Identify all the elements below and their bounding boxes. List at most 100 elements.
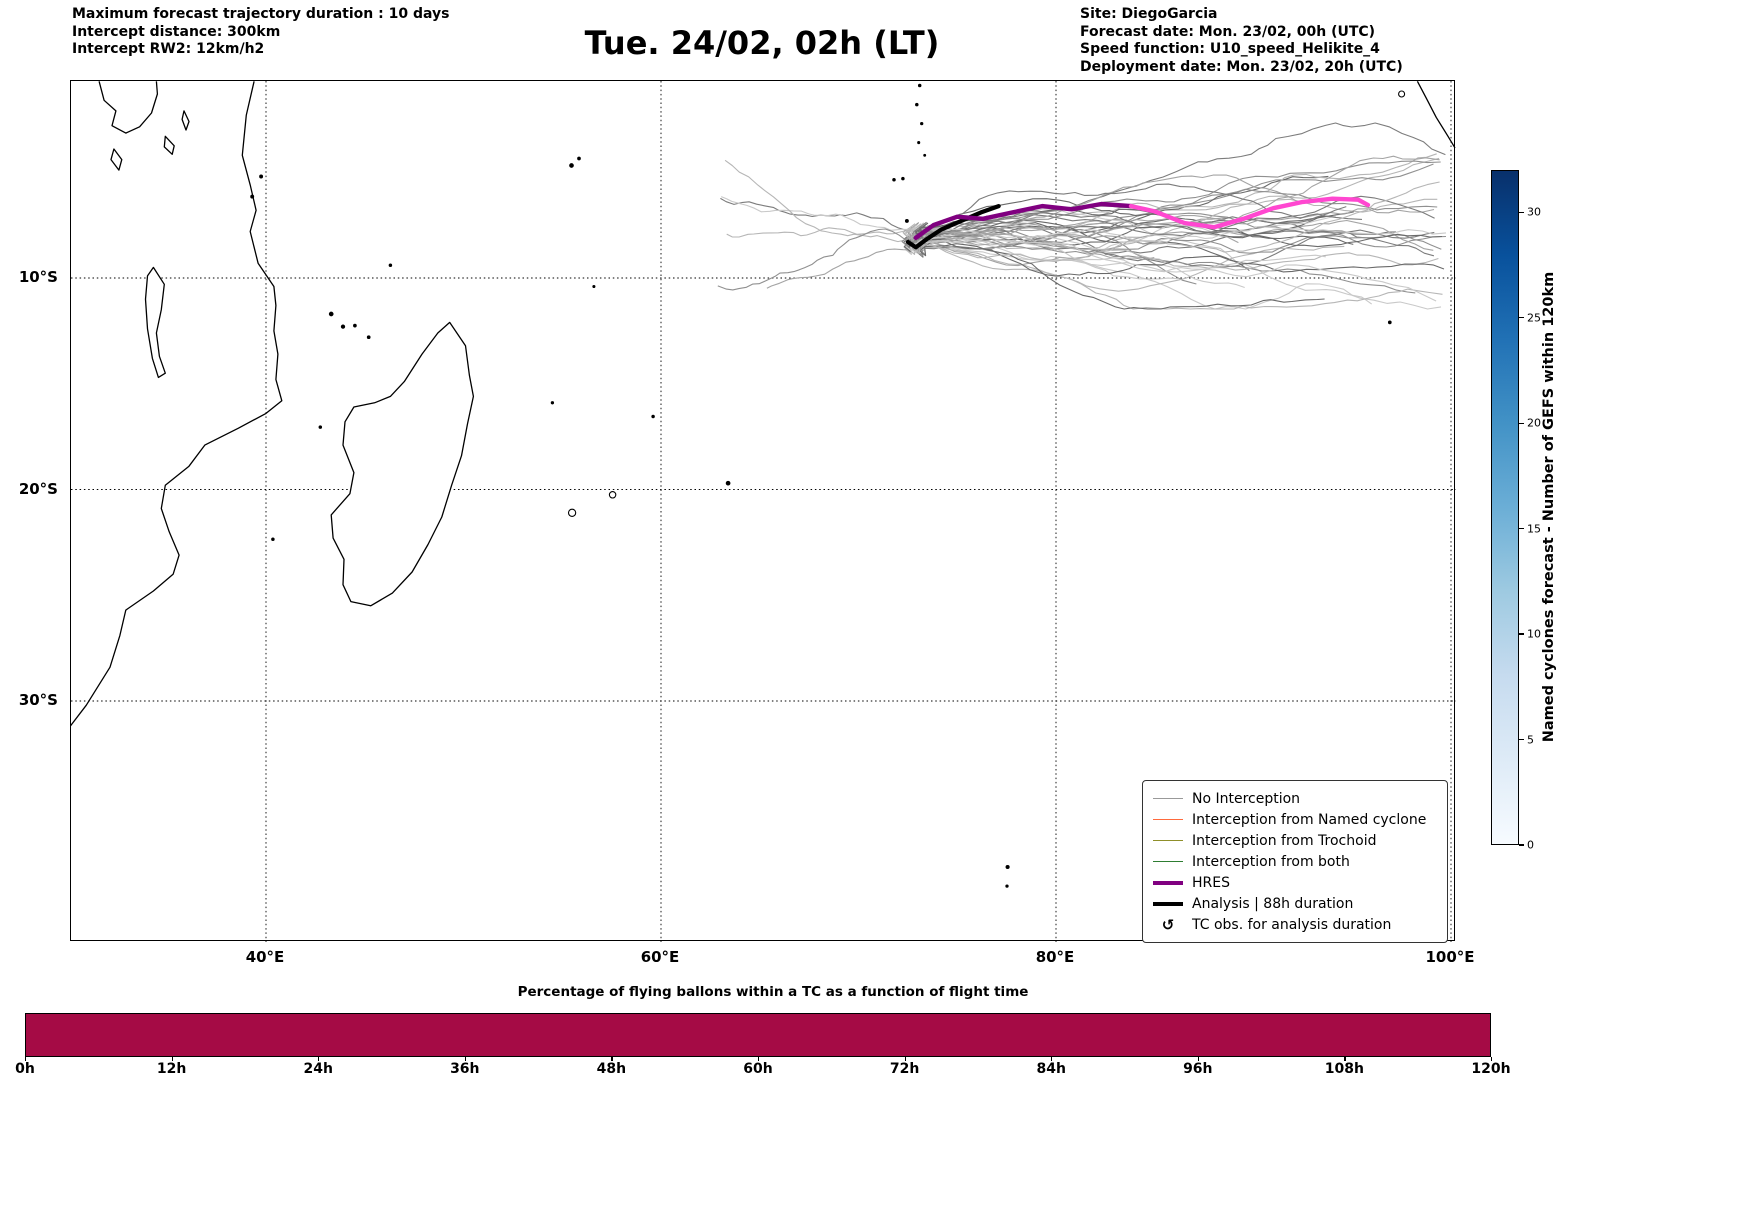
colorbar-tick	[1519, 738, 1524, 741]
legend-item: Interception from Named cyclone	[1153, 809, 1437, 830]
x-tick-label: 100°E	[1425, 948, 1475, 966]
island	[567, 508, 577, 517]
island	[917, 141, 921, 145]
legend-item-label: Analysis | 88h duration	[1192, 895, 1354, 912]
coastline	[110, 148, 123, 171]
gefs-member-trajectory	[915, 208, 1373, 305]
gefs-member-trajectory	[903, 233, 1239, 253]
analysis-track	[905, 204, 1001, 250]
coast-layer	[71, 81, 1456, 888]
colorbar-tick-label: 20	[1527, 416, 1541, 430]
hres-track-late	[1128, 196, 1371, 230]
colorbar-tick	[1519, 422, 1524, 424]
param-intercept-distance: Intercept distance: 300km	[72, 23, 281, 40]
figure-title: Tue. 24/02, 02h (LT)	[584, 24, 940, 62]
bottom-axis-tick-label: 12h	[156, 1061, 187, 1077]
island	[1005, 864, 1010, 870]
bottom-axis-tick	[464, 1057, 466, 1061]
legend-line-swatch	[1153, 880, 1183, 885]
hres-track	[913, 201, 1134, 240]
map-canvas	[71, 81, 1456, 942]
run-site: Site: DiegoGarcia	[1080, 6, 1218, 22]
island	[353, 323, 357, 328]
bottom-axis-tick	[25, 1057, 27, 1061]
legend-item: Analysis | 88h duration	[1153, 893, 1437, 914]
bottom-axis-tick	[904, 1057, 906, 1061]
param-max-duration: Maximum forecast trajectory duration : 1…	[72, 6, 450, 22]
y-tick-label: 30°S	[18, 691, 58, 709]
island	[328, 311, 334, 317]
island	[340, 324, 346, 329]
coastline	[163, 135, 175, 155]
colorbar	[1491, 170, 1519, 845]
coastline	[71, 81, 283, 727]
param-intercept-rw2: Intercept RW2: 12km/h2	[72, 41, 265, 57]
gefs-member-trajectory	[908, 239, 1345, 292]
coastline	[98, 81, 159, 134]
forecast-params: Maximum forecast trajectory duration : 1…	[72, 6, 449, 59]
grid-layer	[71, 81, 1456, 942]
colorbar-tick	[1519, 633, 1524, 635]
gefs-member-trajectory	[720, 196, 925, 238]
map-legend: No Interception Interception from Named c…	[1142, 780, 1448, 943]
gefs-member-trajectory	[910, 206, 1347, 249]
island	[550, 401, 555, 405]
legend-line-swatch	[1153, 819, 1183, 820]
bottom-axis-tick-label: 84h	[1036, 1061, 1066, 1077]
balloon-bar-chart	[25, 1013, 1491, 1057]
island	[901, 176, 905, 181]
bottom-axis-tick	[611, 1057, 613, 1061]
colorbar-tick-label: 10	[1527, 627, 1541, 641]
y-tick-label: 20°S	[18, 479, 58, 498]
island	[725, 480, 731, 486]
island	[651, 414, 655, 419]
tc-obs-marker-icon: ↺	[1161, 915, 1175, 934]
bottom-axis-tick	[1197, 1057, 1199, 1061]
run-deployment-date: Deployment date: Mon. 23/02, 20h (UTC)	[1080, 58, 1403, 75]
x-tick-label: 40°E	[245, 948, 285, 966]
bottom-axis-tick-label: 108h	[1324, 1061, 1364, 1077]
coastline	[181, 110, 190, 131]
island	[366, 335, 371, 340]
gefs-member-trajectory	[903, 236, 1445, 277]
gefs-member-trajectory	[913, 181, 1440, 263]
bottom-axis-tick	[171, 1057, 173, 1061]
gefs-member-trajectory	[915, 207, 1354, 245]
island	[917, 83, 922, 88]
colorbar-tick-label: 5	[1527, 733, 1534, 747]
island	[592, 284, 596, 289]
bottom-axis-tick-label: 72h	[889, 1061, 920, 1077]
legend-item: Interception from both	[1153, 851, 1437, 872]
legend-line-swatch	[1153, 861, 1183, 862]
island	[904, 218, 909, 223]
gefs-member-trajectory	[726, 224, 917, 240]
bottom-axis-tick-label: 96h	[1183, 1061, 1213, 1077]
bottom-axis-tick	[318, 1057, 320, 1061]
gefs-member-trajectory	[914, 183, 1363, 237]
run-forecast-date: Forecast date: Mon. 23/02, 00h (UTC)	[1080, 23, 1376, 40]
colorbar-tick-label: 30	[1527, 205, 1541, 219]
bottom-axis-tick-label: 36h	[450, 1061, 480, 1077]
gefs-member-trajectory	[905, 223, 1437, 302]
tracks-layer	[905, 196, 1371, 250]
island	[915, 102, 919, 107]
gefs-member-trajectory	[902, 157, 1440, 251]
legend-item: HRES	[1153, 872, 1437, 893]
gefs-member-trajectory	[916, 226, 1435, 254]
balloon-percentage-bar	[26, 1014, 1490, 1056]
run-info: Site: DiegoGarcia Forecast date: Mon. 23…	[1080, 6, 1403, 76]
gefs-member-trajectory	[717, 228, 927, 291]
colorbar-tick-label: 15	[1527, 522, 1541, 536]
x-tick-label: 60°E	[640, 948, 680, 966]
colorbar-tick-label: 0	[1527, 838, 1534, 852]
bottom-axis-tick-label: 60h	[743, 1061, 773, 1077]
gefs-member-trajectory	[720, 197, 931, 240]
colorbar-tick	[1519, 211, 1524, 213]
island	[892, 177, 896, 182]
island	[1005, 884, 1009, 888]
gefs-member-trajectory	[919, 241, 1325, 310]
island	[1387, 320, 1392, 325]
island	[271, 537, 275, 541]
island	[608, 491, 617, 499]
bottom-chart-title: Percentage of flying ballons within a TC…	[517, 984, 1029, 1000]
